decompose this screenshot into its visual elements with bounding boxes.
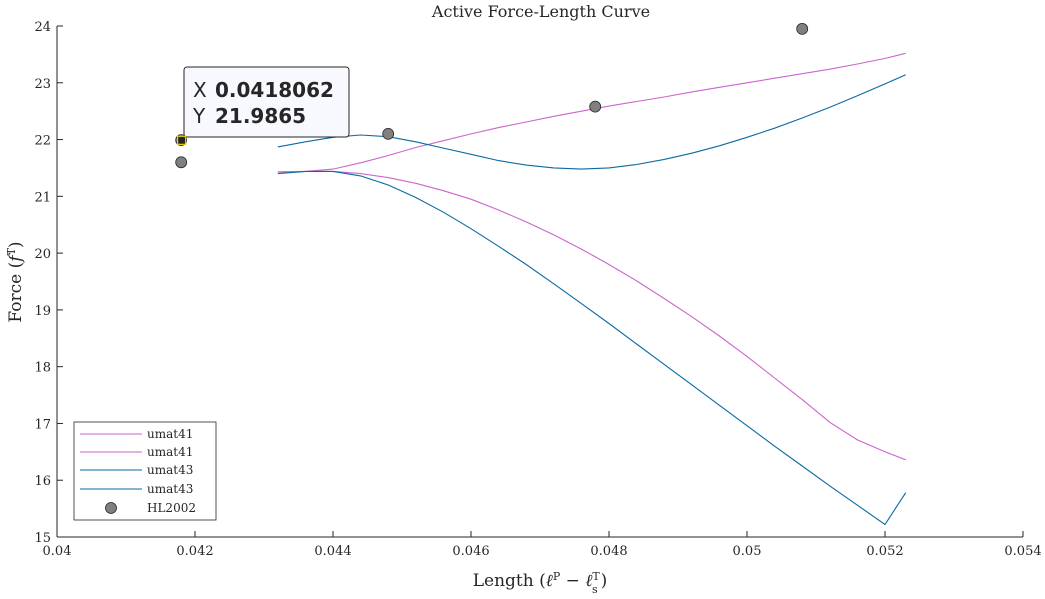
legend-box xyxy=(73,421,217,521)
y-tick-label: 16 xyxy=(34,474,51,489)
series-line-umat41-1 xyxy=(277,170,906,461)
data-tip-marker-layer xyxy=(177,135,187,145)
x-axis-label: Length (ℓP − ℓT s) xyxy=(473,570,608,596)
x-label-ell: ℓ xyxy=(546,571,553,591)
x-label-main: Length ( xyxy=(473,571,546,591)
data-tip-y-key: Y xyxy=(192,104,206,128)
x-tick-label: 0.048 xyxy=(590,544,627,559)
axes xyxy=(56,26,1023,538)
series-line-umat43-2 xyxy=(277,74,906,170)
y-tick-label: 23 xyxy=(34,77,51,92)
y-label-f: f xyxy=(6,253,26,264)
y-tick-label: 21 xyxy=(34,190,51,205)
data-tip[interactable]: X 0.0418062 Y 21.9865 xyxy=(183,66,350,138)
data-tip-marker xyxy=(177,135,187,145)
series-line-umat41-0 xyxy=(277,52,906,173)
y-tick-label: 20 xyxy=(34,247,51,262)
y-label-main: Force ( xyxy=(6,262,26,323)
scatter-point-HL2002 xyxy=(589,100,602,113)
y-tick-label: 19 xyxy=(34,304,51,319)
chart-title: Active Force-Length Curve xyxy=(431,2,650,21)
x-tick-label: 0.044 xyxy=(314,544,351,559)
data-tip-box xyxy=(183,66,350,138)
x-label-sub-s: s xyxy=(592,583,598,596)
scatter-point-HL2002 xyxy=(382,127,395,140)
legend-label-umat41-b: umat41 xyxy=(147,445,193,459)
y-label-close: ) xyxy=(6,241,26,248)
scatter-point-HL2002 xyxy=(175,156,188,169)
y-label-sup-t: T xyxy=(5,247,18,255)
x-label-close: ) xyxy=(601,571,608,591)
x-tick-label: 0.052 xyxy=(866,544,903,559)
legend-marker-hl2002 xyxy=(105,502,117,514)
y-tick-label: 24 xyxy=(34,20,51,35)
plot-series xyxy=(277,52,907,526)
y-tick-label: 17 xyxy=(34,417,51,432)
x-label-ell-2: ℓ xyxy=(585,571,592,591)
x-tick-label: 0.042 xyxy=(176,544,213,559)
data-tip-y-value: 21.9865 xyxy=(215,104,306,128)
x-label-sup-t: T xyxy=(592,570,600,583)
legend-label-umat41-a: umat41 xyxy=(147,427,193,441)
data-tip-x-value: 0.0418062 xyxy=(215,78,334,102)
x-tick-label: 0.046 xyxy=(452,544,489,559)
series-line-umat43-3 xyxy=(277,170,907,526)
scatter-point-HL2002 xyxy=(796,22,809,35)
legend[interactable]: umat41 umat41 umat43 umat43 HL2002 xyxy=(73,421,217,521)
x-tick-label: 0.054 xyxy=(1004,544,1041,559)
legend-label-hl2002: HL2002 xyxy=(147,501,196,515)
ticks: 0.04 0.042 0.044 0.046 0.048 0.05 0.052 0.054 15… xyxy=(34,20,1041,559)
y-axis-label: Force (fT) xyxy=(5,241,27,322)
legend-label-umat43-b: umat43 xyxy=(147,482,193,496)
x-tick-label: 0.04 xyxy=(43,544,72,559)
data-tip-x-key: X xyxy=(193,78,207,102)
y-tick-label: 15 xyxy=(34,531,51,546)
x-label-minus: − xyxy=(560,571,585,591)
x-tick-label: 0.05 xyxy=(733,544,762,559)
y-tick-label: 22 xyxy=(34,134,51,149)
legend-label-umat43-a: umat43 xyxy=(147,463,193,477)
y-tick-label: 18 xyxy=(34,361,51,376)
x-label-sup-p: P xyxy=(553,570,561,583)
